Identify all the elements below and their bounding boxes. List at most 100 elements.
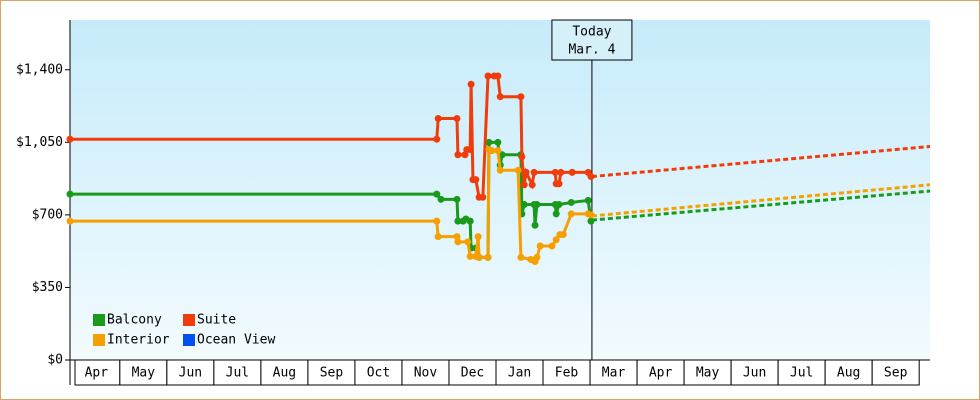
x-tick-label: May — [696, 366, 720, 381]
price-point — [528, 181, 536, 189]
price-point — [520, 181, 528, 189]
price-point — [433, 135, 441, 143]
legend-swatch — [183, 314, 195, 326]
x-tick-label: Apr — [85, 366, 109, 381]
y-tick-label: $1,400 — [16, 62, 63, 77]
legend-label: Suite — [197, 313, 236, 328]
price-point — [484, 72, 492, 80]
price-point — [536, 242, 544, 250]
price-point — [479, 193, 487, 201]
price-point — [453, 114, 461, 122]
price-point — [568, 168, 576, 176]
price-point — [437, 195, 445, 203]
price-point — [531, 221, 539, 229]
price-point — [454, 217, 462, 225]
plot-area — [70, 20, 930, 360]
price-point — [466, 146, 474, 154]
x-tick-label: Aug — [837, 366, 860, 381]
legend-swatch — [93, 314, 105, 326]
price-point — [496, 93, 504, 101]
price-point — [584, 196, 592, 204]
x-tick-label: Nov — [414, 366, 438, 381]
month-cell — [354, 359, 403, 386]
price-point — [567, 210, 575, 218]
x-tick-label: Jul — [790, 366, 813, 381]
price-point — [557, 168, 565, 176]
price-point — [533, 201, 541, 209]
price-point — [434, 114, 442, 122]
x-tick-label: Jun — [743, 366, 766, 381]
y-tick-label: $0 — [47, 353, 63, 368]
price-point — [587, 211, 595, 219]
month-cell — [589, 359, 638, 386]
x-tick-label: Feb — [555, 366, 579, 381]
price-point — [494, 138, 502, 146]
price-point — [494, 72, 502, 80]
price-point — [466, 217, 474, 225]
price-point — [552, 210, 560, 218]
price-point — [551, 168, 559, 176]
price-point — [496, 166, 504, 174]
forecast-line — [591, 144, 931, 179]
month-cell — [213, 359, 262, 386]
price-point — [434, 233, 442, 241]
x-tick-label: Jun — [179, 366, 202, 381]
month-cell — [871, 359, 920, 386]
today-label: Today — [572, 25, 611, 40]
price-point — [484, 253, 492, 261]
month-cell — [401, 359, 450, 386]
y-tick-label: $700 — [32, 207, 63, 222]
price-point — [453, 195, 461, 203]
price-point — [522, 168, 530, 176]
price-point — [518, 153, 526, 161]
month-cell — [777, 359, 826, 386]
x-tick-label: Aug — [273, 366, 296, 381]
price-point — [433, 217, 441, 225]
y-tick-label: $350 — [32, 280, 63, 295]
month-cell — [260, 359, 309, 386]
x-tick-label: Sep — [320, 366, 344, 381]
price-point — [587, 173, 595, 181]
price-point — [466, 252, 474, 260]
month-cell — [448, 359, 497, 386]
y-tick-label: $1,050 — [16, 135, 63, 150]
x-tick-label: Dec — [461, 366, 484, 381]
price-point — [555, 180, 563, 188]
price-point — [454, 238, 462, 246]
price-point — [520, 201, 528, 209]
price-point — [66, 135, 74, 143]
x-tick-label: May — [132, 366, 156, 381]
price-point — [472, 176, 480, 184]
today-box — [551, 19, 633, 61]
price-point — [453, 233, 461, 241]
price-point — [533, 253, 541, 261]
price-point — [66, 217, 74, 225]
price-point — [494, 147, 502, 155]
price-point — [464, 238, 472, 246]
month-cell — [74, 359, 121, 386]
x-tick-label: Apr — [649, 366, 673, 381]
x-tick-label: Sep — [884, 366, 908, 381]
price-point — [552, 236, 560, 244]
x-tick-label: Jan — [508, 366, 531, 381]
forecast-line — [591, 183, 931, 218]
x-tick-label: Oct — [367, 366, 390, 381]
price-point — [514, 166, 522, 174]
legend-swatch — [183, 334, 195, 346]
legend-label: Balcony — [107, 313, 162, 328]
price-point — [530, 168, 538, 176]
price-point — [567, 198, 575, 206]
month-cell — [730, 359, 779, 386]
price-point — [433, 190, 441, 198]
price-point — [485, 138, 493, 146]
price-point — [475, 253, 483, 261]
price-point — [517, 253, 525, 261]
price-point — [474, 233, 482, 241]
today-label: Mar. 4 — [568, 43, 615, 58]
price-point — [548, 242, 556, 250]
price-point — [488, 147, 496, 155]
x-tick-label: Jul — [226, 366, 249, 381]
price-point — [467, 80, 475, 88]
price-point — [517, 93, 525, 101]
